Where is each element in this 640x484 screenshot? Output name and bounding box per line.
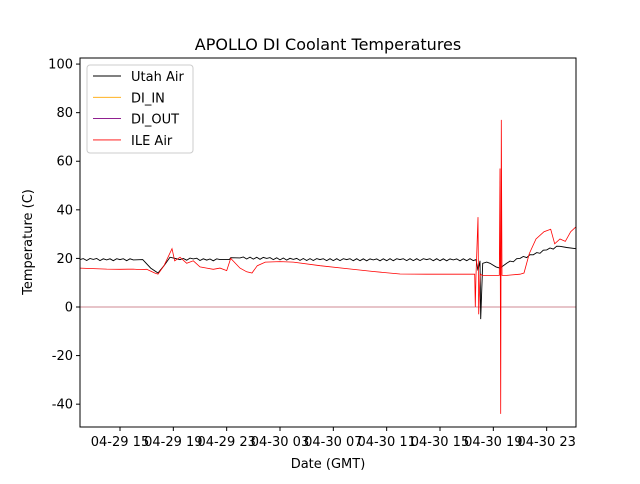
y-tick-label: 80 [56,106,73,121]
x-tick-label: 04-30 07 [304,435,362,450]
x-tick-label: 04-30 19 [464,435,522,450]
x-axis-label: Date (GMT) [291,457,366,472]
x-tick-label: 04-30 23 [517,435,575,450]
legend: Utah Air DI_IN DI_OUT ILE Air [86,64,194,154]
y-tick-label: 0 [65,300,73,315]
legend-label: ILE Air [131,134,173,149]
x-tick-label: 04-30 03 [251,435,309,450]
y-tick-label: -20 [52,349,73,364]
legend-box [86,64,194,154]
y-axis-label: Temperature (C) [21,189,36,296]
legend-label: DI_OUT [131,113,179,128]
series-line-ile-air [79,119,577,414]
x-tick-label: 04-29 19 [144,435,202,450]
chart-title: APOLLO DI Coolant Temperatures [195,35,461,54]
y-tick-label: -40 [52,398,73,413]
x-tick-label: 04-29 15 [91,435,149,450]
axes-frame [79,57,577,428]
y-tick-label: 60 [56,155,73,170]
y-tick-label: 100 [48,58,73,73]
y-tick-label: 40 [56,203,73,218]
plot-area [79,119,577,414]
legend-label: DI_IN [131,91,165,106]
legend-label: Utah Air [131,70,184,85]
y-tick-label: 20 [56,252,73,267]
x-tick-label: 04-29 23 [197,435,255,450]
x-tick-label: 04-30 15 [411,435,469,450]
x-tick-label: 04-30 11 [357,435,415,450]
